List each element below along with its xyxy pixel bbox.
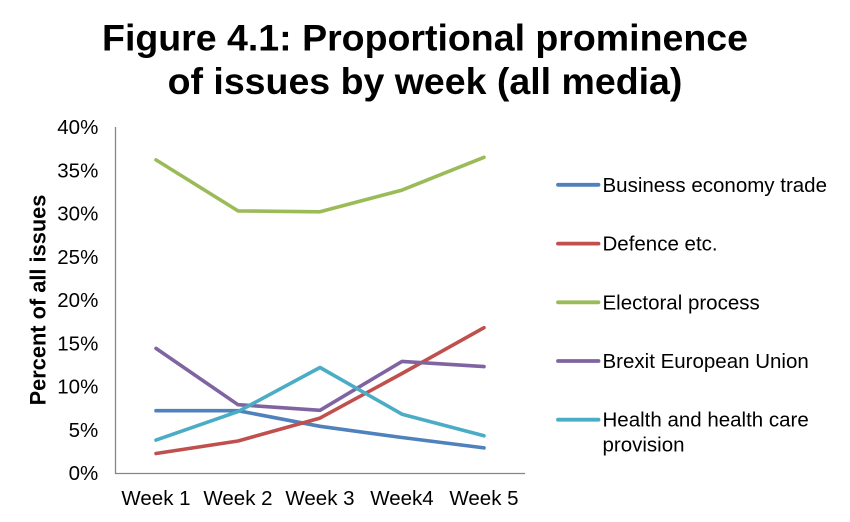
svg-text:Defence etc.: Defence etc.: [603, 233, 718, 256]
svg-text:30%: 30%: [57, 203, 98, 226]
svg-text:0%: 0%: [69, 462, 99, 485]
svg-text:Electoral process: Electoral process: [603, 291, 760, 314]
svg-text:15%: 15%: [57, 332, 98, 355]
svg-text:40%: 40%: [57, 116, 98, 139]
svg-text:20%: 20%: [57, 289, 98, 312]
svg-text:Week 1: Week 1: [121, 487, 190, 510]
svg-text:10%: 10%: [57, 376, 98, 399]
svg-text:Week 5: Week 5: [449, 487, 518, 510]
svg-text:of issues by week (all media): of issues by week (all media): [168, 60, 683, 102]
svg-text:Business economy trade: Business economy trade: [603, 174, 827, 197]
svg-text:Week4: Week4: [370, 487, 433, 510]
svg-text:Health and health care: Health and health care: [603, 409, 809, 432]
svg-text:provision: provision: [603, 434, 685, 457]
svg-text:Brexit European Union: Brexit European Union: [603, 350, 809, 373]
svg-text:Week 3: Week 3: [285, 487, 354, 510]
svg-text:35%: 35%: [57, 159, 98, 182]
svg-text:Week 2: Week 2: [203, 487, 272, 510]
svg-text:5%: 5%: [69, 419, 99, 442]
svg-text:Percent of all issues: Percent of all issues: [26, 195, 51, 406]
svg-text:25%: 25%: [57, 246, 98, 269]
svg-text:Figure 4.1: Proportional promi: Figure 4.1: Proportional prominence: [102, 16, 748, 58]
